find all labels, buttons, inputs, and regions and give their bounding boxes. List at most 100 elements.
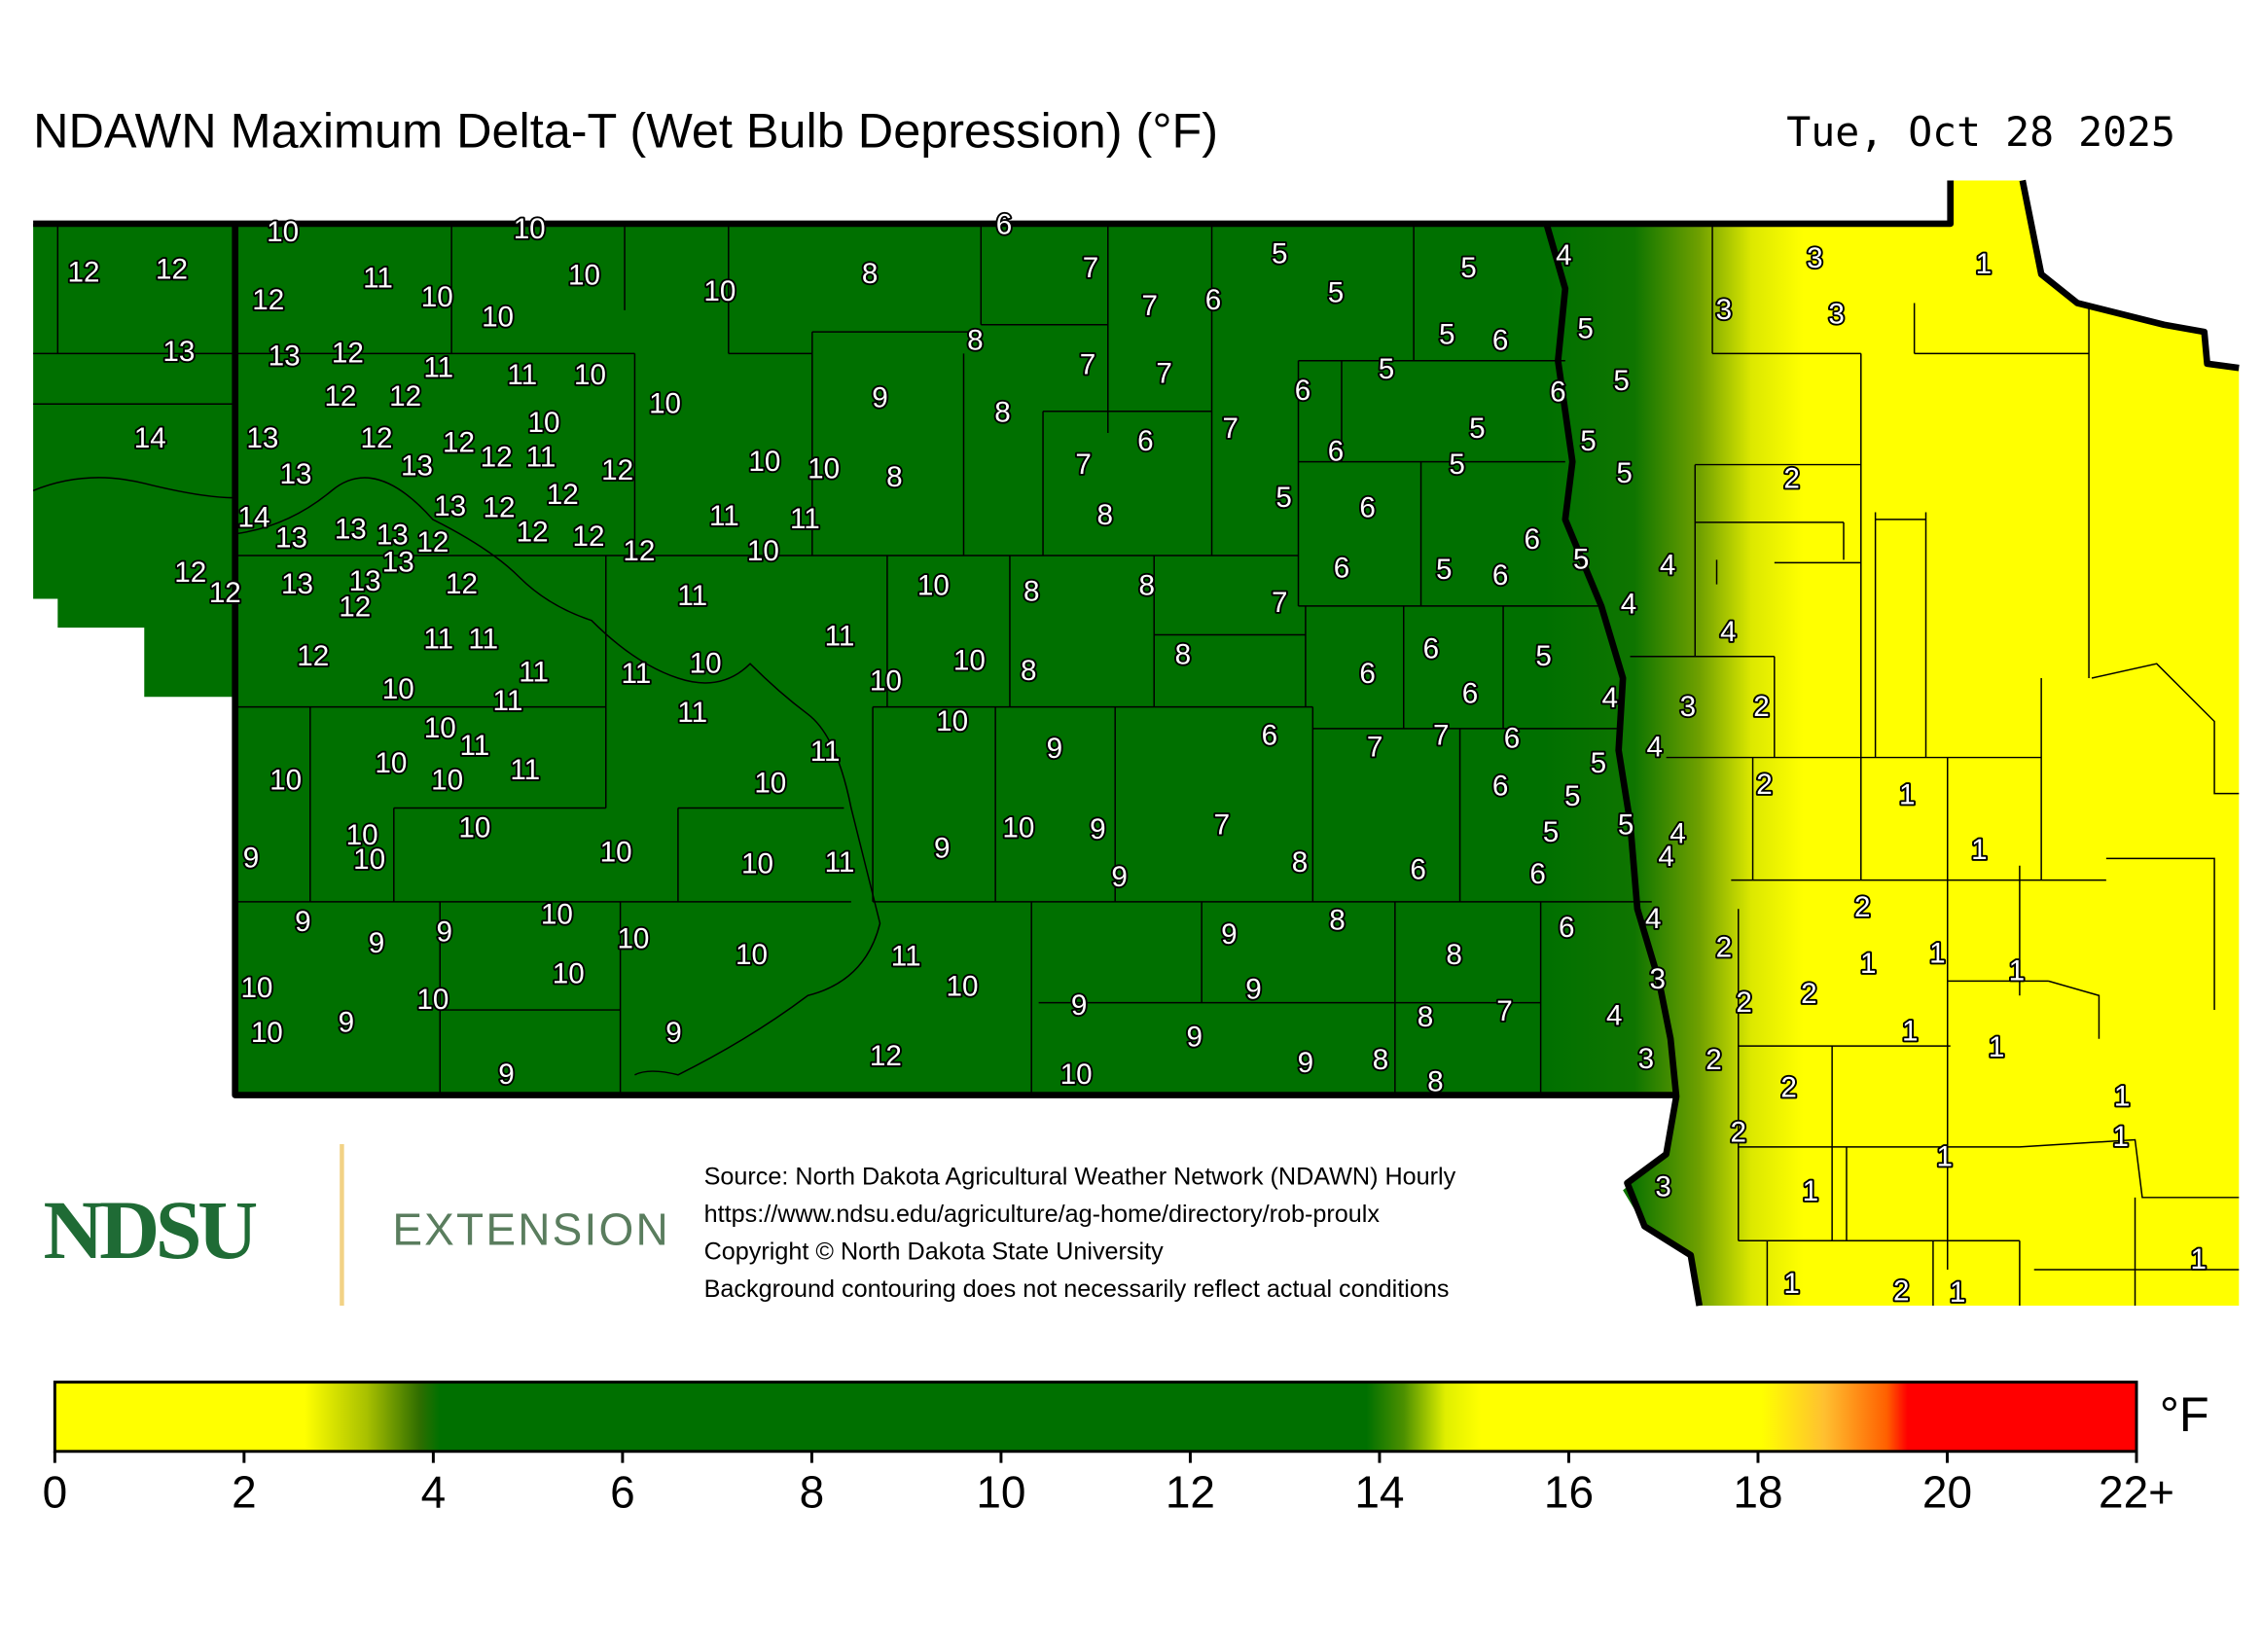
- station-value: 2: [1780, 1071, 1797, 1103]
- station-value: 10: [568, 260, 600, 292]
- station-value: 6: [1205, 284, 1222, 316]
- station-value: 5: [1328, 276, 1345, 308]
- station-value: 3: [1649, 963, 1665, 995]
- station-value: 12: [547, 479, 579, 511]
- station-value: 10: [458, 812, 490, 844]
- station-value: 5: [1580, 425, 1596, 457]
- station-value: 3: [1680, 691, 1696, 723]
- station-value: 6: [1492, 559, 1508, 592]
- station-value: 9: [1071, 989, 1088, 1022]
- legend-tick-label: 10: [976, 1467, 1025, 1518]
- red-river: [1543, 223, 1704, 1307]
- station-value: 9: [369, 927, 385, 959]
- station-value: 6: [1410, 854, 1426, 886]
- station-value: 5: [1460, 252, 1477, 284]
- station-value: 8: [1373, 1044, 1389, 1076]
- station-value: 12: [572, 521, 604, 553]
- station-value: 9: [339, 1007, 355, 1039]
- legend-tick-label: 8: [800, 1467, 825, 1518]
- legend-tick-label: 4: [421, 1467, 447, 1518]
- station-value: 10: [953, 645, 986, 677]
- station-value: 7: [1080, 349, 1096, 381]
- station-value: 10: [936, 705, 968, 737]
- station-value: 13: [434, 490, 466, 522]
- station-value: 4: [1602, 682, 1618, 714]
- station-value: 1: [1899, 778, 1916, 810]
- source-notes: Source: North Dakota Agricultural Weathe…: [704, 1163, 1456, 1303]
- station-value: 5: [1469, 413, 1486, 445]
- station-value: 3: [1828, 299, 1845, 331]
- station-value: 8: [1329, 904, 1346, 936]
- station-value: 12: [443, 427, 475, 459]
- station-value: 10: [690, 647, 722, 679]
- legend-tick-label: 6: [610, 1467, 635, 1518]
- station-value: 12: [339, 592, 371, 624]
- station-value: 6: [1492, 324, 1508, 356]
- station-value: 10: [482, 302, 514, 334]
- station-value: 8: [1021, 655, 1037, 687]
- station-value: 5: [1439, 318, 1455, 350]
- station-value: 9: [1090, 813, 1106, 845]
- station-value: 4: [1621, 589, 1637, 621]
- station-value: 12: [252, 284, 284, 316]
- station-value: 14: [134, 422, 166, 454]
- station-value: 3: [1716, 294, 1732, 326]
- station-value: 10: [703, 275, 736, 307]
- station-value: 7: [1083, 252, 1099, 284]
- station-value: 10: [375, 747, 407, 779]
- station-value: 9: [934, 832, 951, 864]
- county-lines: [32, 223, 2240, 1307]
- station-value: 6: [1504, 723, 1520, 755]
- station-value: 12: [297, 640, 329, 672]
- station-value: 5: [1618, 809, 1634, 842]
- station-value: 10: [346, 819, 378, 851]
- legend-unit: °F: [2160, 1386, 2209, 1442]
- station-value: 10: [514, 213, 546, 245]
- station-value: 11: [825, 846, 855, 879]
- station-value: 7: [1156, 357, 1172, 389]
- station-value: 11: [468, 623, 498, 655]
- station-value: 10: [947, 971, 979, 1003]
- station-value: 6: [1334, 553, 1350, 585]
- station-value: 4: [1660, 550, 1675, 582]
- station-value: 12: [209, 577, 241, 609]
- station-value: 4: [1645, 903, 1661, 935]
- legend-tick-label: 14: [1354, 1467, 1404, 1518]
- station-value: 1: [1971, 834, 1988, 866]
- station-value: 9: [1186, 1022, 1203, 1054]
- station-value: 5: [1613, 365, 1629, 397]
- station-value: 10: [251, 1017, 283, 1049]
- station-value: 6: [1295, 375, 1311, 407]
- station-value: 10: [421, 281, 453, 313]
- station-value: 3: [1807, 242, 1823, 274]
- station-value: 9: [295, 906, 311, 938]
- station-value: 2: [1854, 891, 1871, 923]
- station-value: 1: [2009, 954, 2026, 987]
- station-value: 8: [1292, 846, 1309, 879]
- map-title: NDAWN Maximum Delta-T (Wet Bulb Depressi…: [33, 102, 1218, 158]
- legend-tick-label: 12: [1166, 1467, 1215, 1518]
- station-value: 11: [423, 352, 453, 384]
- station-value: 11: [519, 656, 549, 688]
- station-value: 12: [517, 517, 549, 549]
- station-value: 10: [267, 216, 299, 248]
- station-value: 1: [2112, 1121, 2129, 1153]
- station-value: 1: [1902, 1016, 1919, 1048]
- contour-fill: [33, 180, 2240, 1307]
- station-value: 1: [2114, 1080, 2131, 1112]
- station-value: 1: [2191, 1243, 2207, 1275]
- station-value: 13: [269, 341, 301, 373]
- station-value: 7: [1433, 720, 1450, 752]
- station-value: 5: [1577, 312, 1593, 344]
- station-value: 11: [891, 941, 921, 973]
- logo-unit: EXTENSION: [392, 1204, 670, 1255]
- legend-tick-label: 22+: [2099, 1467, 2174, 1518]
- station-value: 8: [1139, 569, 1156, 601]
- station-value: 3: [1655, 1171, 1670, 1203]
- station-value: 1: [1803, 1175, 1818, 1207]
- station-value: 2: [1783, 463, 1800, 495]
- station-value: 9: [1245, 974, 1262, 1006]
- station-value: 2: [1705, 1044, 1721, 1076]
- source-line: Copyright © North Dakota State Universit…: [704, 1239, 1165, 1266]
- station-value: 8: [1175, 639, 1192, 671]
